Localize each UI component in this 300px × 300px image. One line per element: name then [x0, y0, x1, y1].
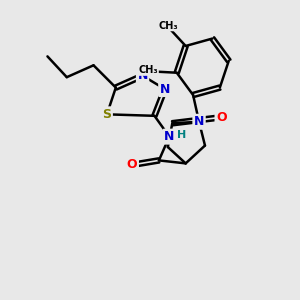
Text: N: N — [137, 69, 148, 82]
Text: O: O — [127, 158, 137, 171]
Text: N: N — [194, 115, 204, 128]
Text: O: O — [216, 111, 226, 124]
Text: N: N — [160, 82, 170, 96]
Text: CH₃: CH₃ — [158, 21, 178, 31]
Text: N: N — [164, 130, 175, 143]
Text: H: H — [177, 130, 186, 140]
Text: CH₃: CH₃ — [139, 65, 158, 75]
Text: S: S — [102, 108, 111, 121]
